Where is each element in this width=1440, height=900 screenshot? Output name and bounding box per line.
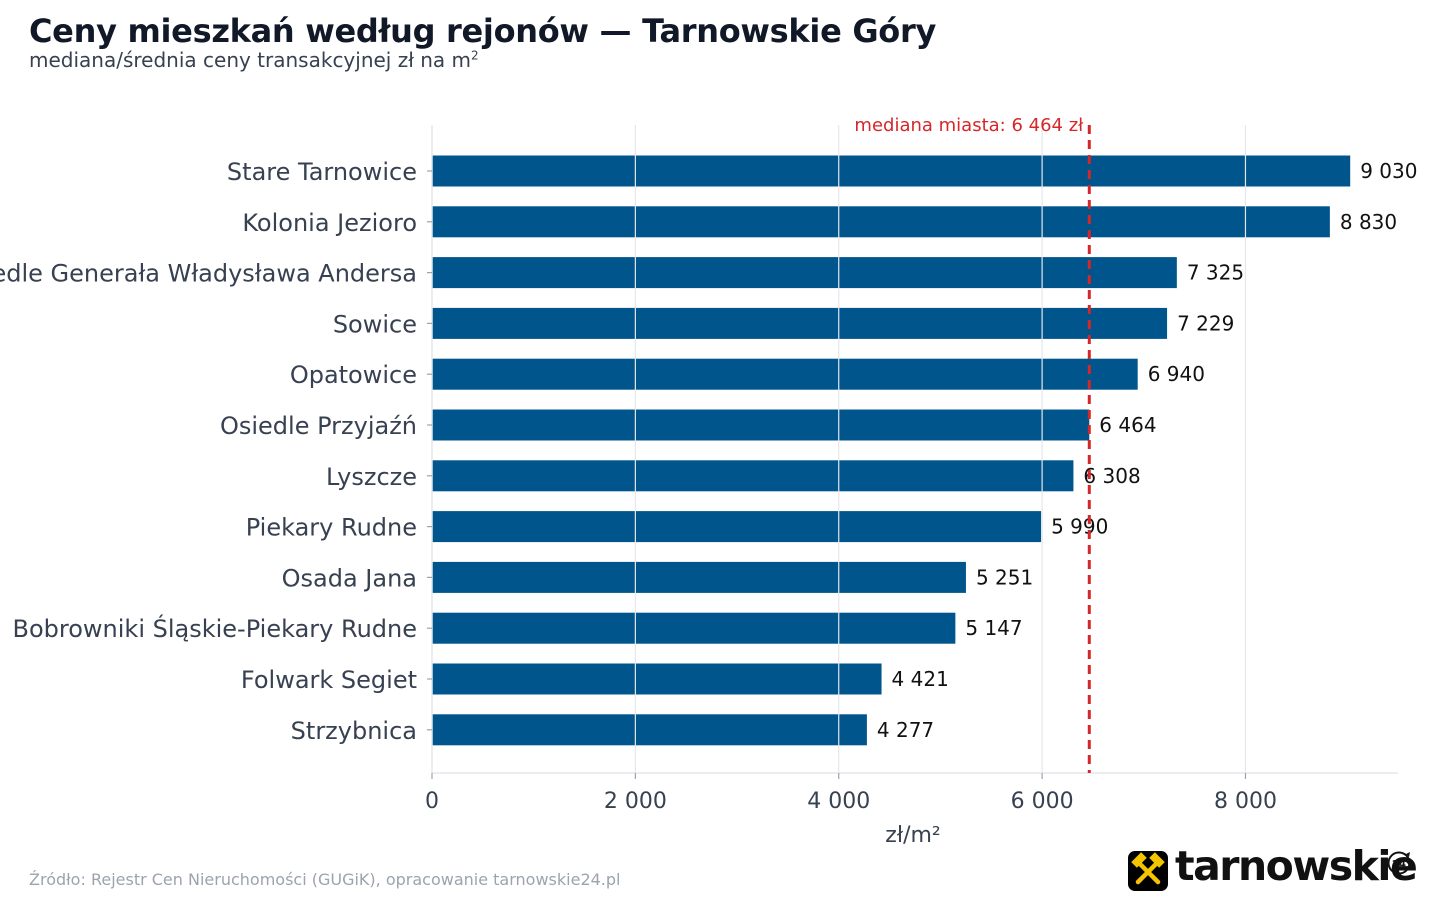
value-label: 7 229: [1177, 311, 1234, 335]
logo-24-badge: 24: [1387, 851, 1411, 875]
chart-title: Ceny mieszkań według rejonów — Tarnowski…: [29, 12, 937, 50]
bar: [432, 257, 1177, 289]
category-label: Opatowice: [290, 361, 417, 389]
category-label: Strzybnica: [291, 717, 417, 745]
hammer-pick-icon: [1128, 851, 1168, 891]
value-label: 5 147: [965, 616, 1022, 640]
bar: [432, 663, 882, 695]
value-label: 5 990: [1051, 515, 1108, 539]
median-label: mediana miasta: 6 464 zł: [854, 115, 1084, 136]
subtitle-text: mediana/średnia ceny transakcyjnej zł na…: [29, 48, 472, 72]
x-tick-label: 4 000: [807, 789, 870, 814]
bar: [432, 511, 1042, 543]
category-label: Osada Jana: [282, 564, 417, 592]
x-tick-label: 2 000: [604, 789, 667, 814]
value-label: 5 251: [976, 565, 1033, 589]
bar: [432, 409, 1090, 441]
chart-subtitle: mediana/średnia ceny transakcyjnej zł na…: [29, 48, 479, 72]
value-label: 6 464: [1099, 413, 1156, 437]
value-label: 9 030: [1360, 159, 1417, 183]
source-note: Źródło: Rejestr Cen Nieruchomości (GUGiK…: [29, 870, 621, 889]
bar: [432, 155, 1351, 187]
bar: [432, 612, 956, 644]
value-label: 6 940: [1148, 362, 1205, 386]
category-label: Bobrowniki Śląskie-Piekary Rudne: [13, 613, 418, 643]
bar: [432, 714, 867, 746]
brand-logo: tarnowskie 24: [1128, 842, 1418, 894]
x-tick-label: 6 000: [1011, 789, 1074, 814]
category-label: Kolonia Jezioro: [242, 209, 417, 237]
bar: [432, 460, 1074, 492]
x-tick-label: 8 000: [1214, 789, 1277, 814]
bar: [432, 358, 1138, 390]
category-label: Osiedle Generała Władysława Andersa: [0, 260, 417, 288]
category-label: Osiedle Przyjaźń: [220, 412, 417, 440]
value-label: 4 277: [877, 718, 934, 742]
category-label: Stare Tarnowice: [227, 158, 417, 186]
logo-badge-text: 24: [1392, 859, 1406, 870]
x-tick-label: 0: [425, 789, 439, 814]
value-label: 8 830: [1340, 210, 1397, 234]
subtitle-superscript: 2: [471, 48, 479, 63]
category-label: Lyszcze: [326, 463, 417, 491]
x-axis-title: zł/m²: [885, 823, 940, 848]
bar: [432, 307, 1168, 339]
bar: [432, 561, 966, 593]
category-label: Piekary Rudne: [246, 514, 417, 542]
category-label: Sowice: [333, 310, 417, 338]
bar: [432, 206, 1330, 238]
category-label: Folwark Segiet: [241, 666, 417, 694]
value-label: 7 325: [1187, 261, 1244, 285]
value-label: 4 421: [892, 667, 949, 691]
logo-text: tarnowskie: [1175, 842, 1418, 890]
value-label: 6 308: [1083, 464, 1140, 488]
